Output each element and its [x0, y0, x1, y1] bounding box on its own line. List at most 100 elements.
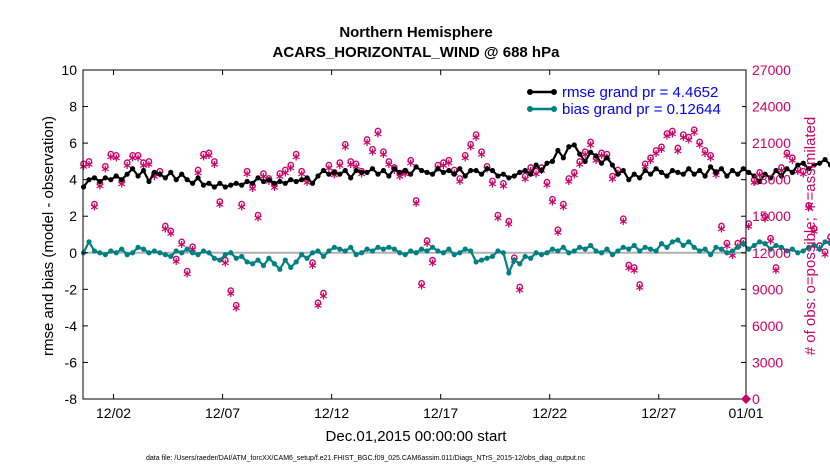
obs-possible-marker: [810, 225, 818, 232]
bias-point: [658, 241, 665, 247]
bias-point: [369, 248, 376, 254]
bias-point: [146, 250, 152, 256]
rmse-point: [233, 180, 239, 186]
rmse-point: [108, 177, 114, 183]
y-axis-left: -8 -6 -4 -2 0 2 4 6 8 10: [61, 62, 88, 407]
bias-point: [315, 248, 321, 254]
obs-assimilated-marker: *: [118, 177, 126, 195]
bias-point: [260, 262, 267, 269]
obs-possible-marker: [238, 200, 245, 208]
obs-assimilated-marker: *: [499, 180, 507, 198]
rmse-point: [566, 144, 572, 150]
bias-point: [375, 244, 381, 250]
bias-point: [664, 244, 670, 250]
obs-assimilated-marker: *: [728, 249, 736, 267]
bias-point: [697, 248, 703, 254]
bias-point: [746, 246, 752, 252]
rmse-point: [724, 173, 730, 179]
rmse-point: [702, 173, 708, 179]
obs-assimilated-marker: *: [320, 289, 328, 307]
bias-point: [124, 252, 130, 258]
y-tick-label-right: 3000: [752, 354, 783, 370]
x-tick-label: 01/01: [728, 405, 763, 421]
rmse-point: [451, 171, 457, 177]
obs-possible-marker: [374, 127, 382, 135]
obs-possible-marker: [134, 151, 142, 159]
obs-possible-marker: [663, 130, 671, 137]
rmse-point: [713, 169, 719, 175]
bias-point: [604, 246, 610, 252]
obs-possible-marker: [554, 226, 562, 233]
rmse-point: [397, 169, 403, 175]
obs-assimilated-marker: *: [249, 182, 257, 200]
rmse-point: [773, 167, 779, 174]
bias-point: [522, 253, 528, 260]
obs-assimilated-marker: *: [805, 202, 813, 220]
rmse-point: [282, 180, 288, 186]
obs-possible-marker: [407, 156, 414, 164]
obs-possible-marker: [789, 154, 796, 162]
obs-assimilated-marker: *: [767, 235, 775, 253]
bias-point: [320, 253, 327, 260]
rmse-point: [429, 171, 436, 177]
bias-point: [342, 248, 348, 254]
obs-assimilated-marker: *: [210, 158, 218, 176]
rmse-point: [468, 167, 474, 174]
bias-point: [391, 246, 397, 252]
obs-possible-marker: [658, 143, 665, 151]
bias-point: [446, 246, 452, 252]
bias-point: [364, 246, 370, 252]
rmse-point: [549, 158, 556, 164]
obs-possible-marker: [205, 149, 213, 157]
obs-assimilated-marker: *: [91, 200, 99, 218]
legend-bias-marker-b: [551, 106, 557, 112]
bias-point: [740, 241, 746, 247]
obs-assimilated-marker: *: [799, 168, 807, 186]
obs-assimilated-marker: *: [418, 280, 426, 298]
obs-possible-marker: [429, 256, 436, 264]
bias-point: [588, 242, 594, 249]
rmse-point: [571, 142, 577, 148]
rmse-point: [97, 178, 103, 185]
rmse-point: [767, 175, 774, 181]
rmse-point: [658, 169, 665, 175]
rmse-point: [522, 167, 528, 174]
obs-assimilated-marker: *: [554, 226, 562, 244]
rmse-point: [675, 169, 681, 175]
obs-assimilated-marker: *: [396, 170, 404, 188]
obs-possible-marker: [298, 167, 305, 175]
obs-assimilated-marker: *: [783, 149, 791, 167]
bias-point: [86, 239, 92, 245]
x-axis-label: Dec.01,2015 00:00:00 start: [326, 428, 508, 445]
bias-point: [102, 252, 108, 258]
obs-possible-marker: [696, 138, 703, 146]
obs-assimilated-marker: *: [123, 159, 131, 177]
rmse-point: [686, 166, 692, 172]
rmse-point: [647, 171, 654, 177]
plot-frame: [82, 69, 747, 400]
bias-point: [729, 248, 735, 254]
bias-point: [511, 257, 517, 263]
rmse-point: [620, 167, 626, 174]
obs-assimilated-marker: *: [647, 154, 655, 172]
obs-assimilated-marker: *: [423, 237, 431, 255]
rmse-point: [413, 164, 419, 170]
obs-possible-marker: [570, 169, 578, 176]
obs-possible-marker: [581, 148, 589, 155]
obs-assimilated-marker: *: [707, 152, 715, 170]
rmse-point: [299, 177, 305, 183]
bias-point: [506, 270, 512, 276]
bias-point: [424, 248, 430, 254]
obs-possible-marker: [336, 159, 344, 166]
obs-possible-marker: [85, 158, 93, 165]
obs-assimilated-marker: *: [374, 127, 382, 145]
rmse-point: [91, 175, 98, 181]
rmse-point: [244, 178, 250, 185]
y-tick-label-left: -8: [65, 391, 78, 407]
obs-possible-marker: [620, 215, 627, 222]
y-axis-right: 0 3000 6000 9000 12000 15000 18000 21000 24000 27…: [741, 62, 791, 407]
bias-point: [718, 246, 725, 252]
rmse-point: [402, 167, 408, 174]
obs-possible-marker: [309, 259, 316, 266]
bias-point: [538, 252, 545, 258]
